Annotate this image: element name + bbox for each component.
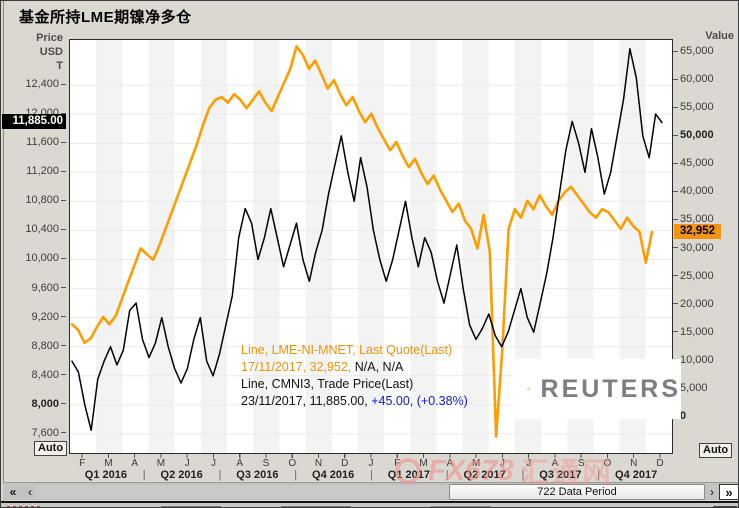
right-axis-tick: 40,000 xyxy=(673,184,714,198)
month-label: F xyxy=(79,458,86,469)
left-axis-tick: 8,400 xyxy=(31,368,66,382)
month-label: S xyxy=(577,458,585,469)
left-axis-tick: 12,400 xyxy=(25,77,66,91)
right-axis-tick: 35,000 xyxy=(673,212,714,226)
last-price-flag-left: 11,885.00 xyxy=(2,114,66,130)
left-axis-auto-button[interactable]: Auto xyxy=(34,441,68,456)
legend-orange-na: N/A, N/A xyxy=(351,360,404,374)
plot-area[interactable] xyxy=(69,39,673,454)
quarter-label: Q4 2017 xyxy=(615,469,658,481)
quarter-label: Q1 2016 xyxy=(84,469,127,481)
left-axis-tick: 9,200 xyxy=(31,310,66,324)
legend-line-orange-values: 17/11/2017, 32,952, N/A, N/A xyxy=(241,359,468,376)
month-label: O xyxy=(288,458,297,469)
month-label: M xyxy=(419,458,428,469)
legend: Line, LME-NI-MNET, Last Quote(Last) 17/1… xyxy=(241,342,468,410)
month-label: J xyxy=(526,458,532,469)
month-label: D xyxy=(341,458,349,469)
right-axis-tick: 50,000 xyxy=(673,128,714,142)
left-axis-tick: 10,800 xyxy=(25,193,66,207)
month-label: J xyxy=(184,458,190,469)
last-value-flag-right: 32,952 xyxy=(674,223,721,239)
month-label: J xyxy=(210,458,216,469)
quarter-separator: | xyxy=(218,469,222,481)
time-scrollbar[interactable]: « ‹ 722 Data Period › » xyxy=(3,482,738,500)
right-axis-tick: 65,000 xyxy=(673,44,714,58)
quarter-separator: | xyxy=(294,469,298,481)
scroll-left-button[interactable]: ‹ xyxy=(28,485,32,499)
quarter-label: Q3 2017 xyxy=(539,469,582,481)
left-axis-tick: 7,600 xyxy=(31,426,66,440)
legend-line-black-values: 23/11/2017, 11,885.00, +45.00, (+0.38%) xyxy=(241,393,468,410)
quarter-labels: Q1 2016 | Q2 2016 | Q3 2016 | Q4 2016 | Q1 2017 |… xyxy=(69,469,673,481)
quarter-label: Q1 2017 xyxy=(387,469,430,481)
scrollbar-thumb[interactable]: 722 Data Period xyxy=(449,484,705,500)
reuters-logo: REUTERS xyxy=(513,359,681,419)
quarter-label: Q3 2016 xyxy=(236,469,279,481)
month-label: A xyxy=(236,458,244,469)
month-tick-marks xyxy=(69,454,673,458)
month-label: D xyxy=(656,458,664,469)
month-label: A xyxy=(131,458,138,469)
quarter-label: Q2 2016 xyxy=(160,469,203,481)
month-label: M xyxy=(471,458,481,469)
legend-line-orange-name: Line, LME-NI-MNET, Last Quote(Last) xyxy=(241,343,453,357)
month-label: N xyxy=(630,458,638,469)
quarter-separator: | xyxy=(142,469,146,481)
quarter-separator: | xyxy=(445,469,449,481)
cropped-data-row xyxy=(1,501,738,507)
quarter-separator: | xyxy=(521,469,525,481)
left-axis-tick: 11,600 xyxy=(26,135,66,149)
quarter-label: Q2 2017 xyxy=(463,469,506,481)
legend-orange-date-value: 17/11/2017, 32,952, xyxy=(241,360,352,374)
right-axis-tick: 45,000 xyxy=(673,156,714,170)
reuters-dotted-circle-icon xyxy=(527,387,531,391)
right-axis-title: Value xyxy=(705,30,734,42)
scroll-far-left-button[interactable]: « xyxy=(9,485,17,499)
scroll-far-right-button[interactable]: » xyxy=(719,484,738,500)
month-label: M xyxy=(104,458,113,469)
month-label: J xyxy=(499,458,505,469)
right-axis-auto-button[interactable]: Auto xyxy=(699,443,733,458)
price-chart[interactable] xyxy=(70,40,672,453)
month-label: J xyxy=(368,458,374,469)
month-label: A xyxy=(446,458,454,469)
left-axis-tick: 11,200 xyxy=(26,164,66,178)
left-axis-tick: 10,000 xyxy=(25,251,66,265)
right-axis-tick: 60,000 xyxy=(673,72,714,86)
left-axis-tick: 8,800 xyxy=(31,339,66,353)
left-axis-tick: 8,000 xyxy=(31,397,66,411)
month-label: S xyxy=(262,458,270,469)
scroll-right-button[interactable]: › xyxy=(710,485,714,499)
month-label: A xyxy=(551,458,559,469)
quarter-label: Q4 2016 xyxy=(312,469,355,481)
reuters-logo-text: REUTERS xyxy=(540,374,681,403)
legend-line-black-name: Line, CMNI3, Trade Price(Last) xyxy=(241,377,414,391)
quarter-separator: | xyxy=(597,469,601,481)
quarter-separator: | xyxy=(370,469,373,481)
left-axis-title: Price USD T xyxy=(36,32,63,72)
month-label: O xyxy=(603,458,612,469)
scrollbar-track[interactable] xyxy=(35,485,449,499)
month-label: M xyxy=(156,458,166,469)
left-axis-tick: 10,400 xyxy=(25,222,66,236)
right-axis-tick: 30,000 xyxy=(673,241,714,255)
right-axis-tick: 15,000 xyxy=(673,325,714,339)
month-label: F xyxy=(394,458,401,469)
right-axis-tick: 20,000 xyxy=(673,297,714,311)
chart-title: 基金所持LME期镍净多仓 xyxy=(19,9,192,26)
month-label: N xyxy=(314,458,323,469)
legend-black-change: +45.00, (+0.38%) xyxy=(371,394,468,408)
right-axis-tick: 25,000 xyxy=(673,269,714,283)
left-axis-tick: 9,600 xyxy=(31,281,66,295)
legend-black-date-value: 23/11/2017, 11,885.00, xyxy=(241,394,372,408)
right-axis-tick: 55,000 xyxy=(673,100,714,114)
